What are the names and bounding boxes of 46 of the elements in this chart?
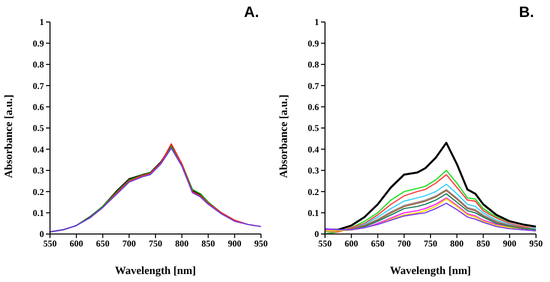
y-tick-label: 0.2 xyxy=(308,186,320,197)
x-tick-label: 650 xyxy=(96,238,110,248)
y-tick-label: 0.7 xyxy=(308,80,320,91)
y-tick-label: 0.6 xyxy=(32,102,44,112)
x-tick-label: 700 xyxy=(397,238,412,248)
y-tick-label: 0.1 xyxy=(308,208,320,218)
x-tick-label: 900 xyxy=(502,238,517,248)
y-tick-label: 0.9 xyxy=(32,38,44,48)
y-tick-label: 1 xyxy=(314,17,320,28)
y-axis-title: Absorbance [a.u.] xyxy=(2,94,15,178)
x-axis-title: Wavelength [nm] xyxy=(115,265,196,277)
y-tick-label: 0.2 xyxy=(32,186,44,197)
x-tick-label: 950 xyxy=(529,238,544,248)
y-tick-label: 0.5 xyxy=(308,123,320,134)
x-tick-label: 550 xyxy=(43,238,58,248)
x-tick-label: 900 xyxy=(228,238,242,248)
y-tick-label: 0.4 xyxy=(32,144,44,154)
chart-title: B. xyxy=(519,4,534,21)
x-tick-label: 700 xyxy=(122,238,136,248)
x-tick-label: 800 xyxy=(450,238,464,248)
y-tick-label: 1 xyxy=(40,17,44,28)
y-tick-label: 0.4 xyxy=(308,144,320,154)
y-tick-label: 0.3 xyxy=(308,166,320,176)
y-tick-label: 0.6 xyxy=(308,102,320,112)
y-tick-label: 0.7 xyxy=(32,80,44,91)
y-tick-label: 0 xyxy=(40,229,44,240)
x-tick-label: 650 xyxy=(371,238,385,248)
y-tick-label: 0.1 xyxy=(32,208,44,218)
x-tick-label: 600 xyxy=(70,238,84,248)
x-tick-label: 800 xyxy=(175,238,190,248)
y-tick-label: 0.3 xyxy=(32,166,44,176)
y-tick-label: 0.8 xyxy=(32,60,44,70)
x-tick-label: 600 xyxy=(344,238,359,248)
y-axis-title: Absorbance [a.u.] xyxy=(278,94,290,178)
y-tick-label: 0 xyxy=(314,229,320,240)
x-tick-label: 750 xyxy=(424,238,438,248)
y-tick-label: 0.5 xyxy=(32,123,44,134)
x-axis-title: Wavelength [nm] xyxy=(390,265,471,277)
y-tick-label: 0.8 xyxy=(308,60,320,70)
x-tick-label: 550 xyxy=(318,238,332,248)
y-tick-label: 0.9 xyxy=(308,38,320,48)
chart-title: A. xyxy=(244,4,259,21)
x-tick-label: 850 xyxy=(476,238,490,248)
x-tick-label: 950 xyxy=(254,238,268,248)
x-tick-label: 850 xyxy=(202,238,216,248)
x-tick-label: 750 xyxy=(148,238,163,248)
